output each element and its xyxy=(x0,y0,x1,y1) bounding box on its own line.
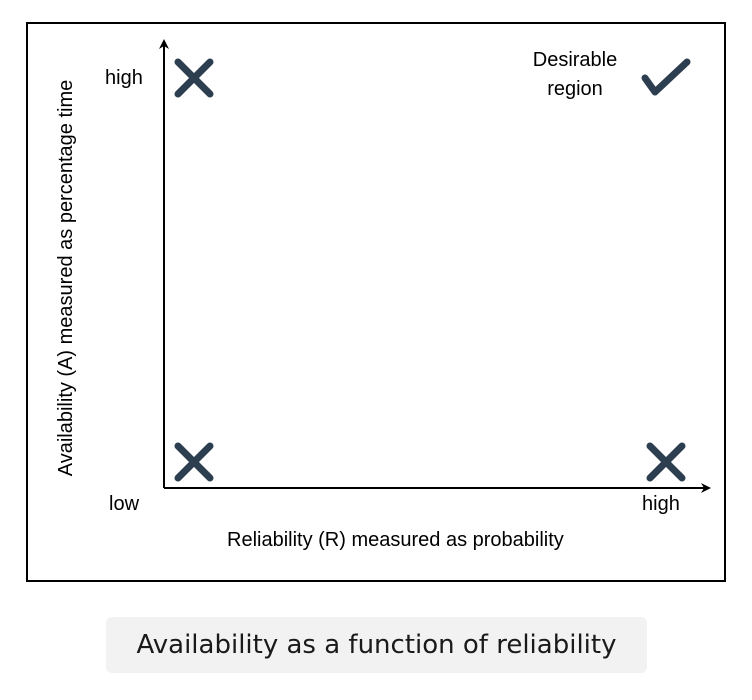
check-icon-top-right xyxy=(641,58,691,96)
cross-icon-bottom-right xyxy=(646,442,686,482)
origin-low-label: low xyxy=(109,493,140,515)
cross-icon-bottom-left xyxy=(174,442,214,482)
x-axis-label: Reliability (R) measured as probability xyxy=(227,529,564,551)
y-axis-high-label: high xyxy=(105,67,143,89)
cross-icon-top-left xyxy=(174,58,214,98)
desirable-region-label: Desirable region xyxy=(532,49,618,100)
x-axis-high-label: high xyxy=(642,493,680,515)
figure-caption: Availability as a function of reliabilit… xyxy=(106,617,647,673)
diagram-frame xyxy=(26,22,726,582)
y-axis-label: Availability (A) measured as percentage … xyxy=(55,79,77,477)
